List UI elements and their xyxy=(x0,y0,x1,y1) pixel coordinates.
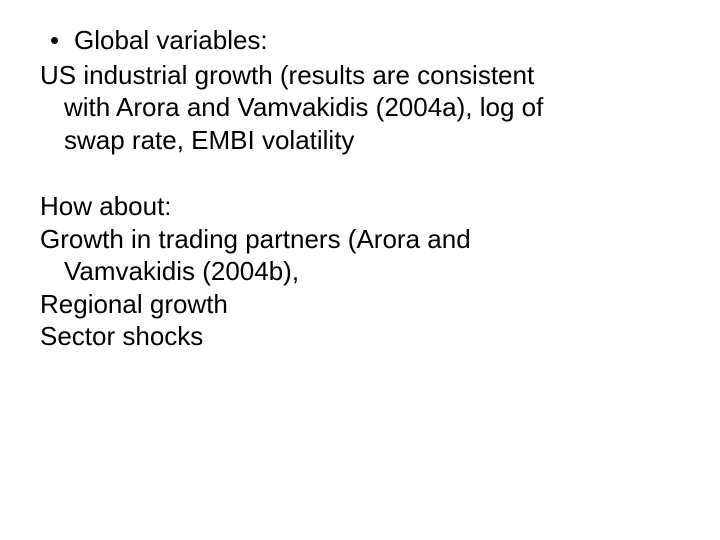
bullet-block: • Global variables: US industrial growth… xyxy=(40,24,680,156)
para1-line1: US industrial growth (results are consis… xyxy=(40,59,680,92)
bullet-label: Global variables: xyxy=(74,24,680,57)
para2-line4: Regional growth xyxy=(40,288,680,321)
para2-line1: How about: xyxy=(40,190,680,223)
para2-line2: Growth in trading partners (Arora and xyxy=(40,223,680,256)
para1-line3: swap rate, EMBI volatility xyxy=(40,124,680,157)
para1-line2: with Arora and Vamvakidis (2004a), log o… xyxy=(40,91,680,124)
slide: • Global variables: US industrial growth… xyxy=(0,0,720,540)
bullet-glyph: • xyxy=(40,24,74,57)
second-block: How about: Growth in trading partners (A… xyxy=(40,190,680,353)
para2-line5: Sector shocks xyxy=(40,320,680,353)
bullet-item: • Global variables: xyxy=(40,24,680,57)
paragraph-gap xyxy=(40,156,680,190)
para2-line3: Vamvakidis (2004b), xyxy=(40,255,680,288)
